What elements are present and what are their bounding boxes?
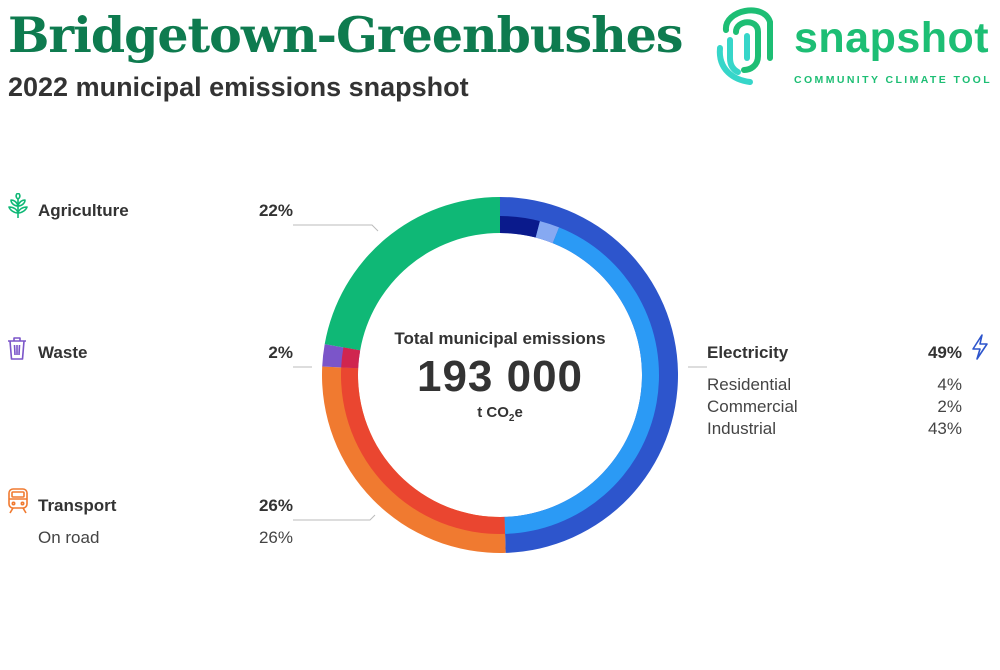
donut-sub-slice-on-road (341, 367, 506, 534)
donut-slice-electricity (500, 197, 679, 553)
donut-sub-slice-residential (500, 216, 540, 238)
lightning-icon (972, 334, 988, 360)
donut-sub-slice-industrial (504, 227, 659, 534)
sector-electricity-sub: Residential 4% Commercial 2% Industrial … (707, 374, 962, 440)
train-icon (8, 488, 28, 514)
trash-bin-icon (8, 337, 26, 360)
sector-electricity: Electricity 49% (707, 342, 962, 364)
sector-transport-label: Transport (38, 496, 117, 515)
subsector-on-road-label: On road (38, 528, 100, 547)
subsector-on-road-value: 26% (258, 528, 293, 547)
donut-sub-slice-waste-sub (341, 347, 361, 369)
subsector-commercial-value: 2% (937, 397, 962, 416)
donut-sub-slice-commercial (535, 221, 560, 244)
subsector-row: On road 26% (38, 527, 293, 549)
sector-waste: Waste 2% (38, 342, 293, 364)
total-emissions-label: Total municipal emissions (394, 329, 606, 348)
unit-subscript: 2 (508, 413, 515, 424)
subsector-industrial-label: Industrial (707, 419, 776, 438)
page-subtitle: 2022 municipal emissions snapshot (8, 72, 469, 102)
logo-wordmark: snapshot (794, 14, 990, 62)
unit-suffix: e (514, 404, 523, 421)
unit-prefix: t CO (477, 404, 509, 421)
sector-transport-sub: On road 26% (38, 527, 293, 549)
subsector-row: Industrial 43% (707, 418, 962, 440)
donut-slice-transport (321, 366, 506, 553)
sector-waste-label: Waste (38, 343, 88, 362)
sector-agriculture-value: 22% (258, 201, 293, 220)
subsector-residential-label: Residential (707, 375, 792, 394)
page-title: Bridgetown-Greenbushes (8, 6, 684, 64)
sector-electricity-value: 49% (927, 343, 962, 362)
sector-agriculture: Agriculture 22% (38, 200, 293, 222)
total-emissions-unit: t CO2e (380, 404, 620, 424)
subsector-row: Residential 4% (707, 374, 962, 396)
subsector-row: Commercial 2% (707, 396, 962, 418)
snapshot-logo: snapshot COMMUNITY CLIMATE TOOL (714, 0, 1000, 90)
donut-slice-agriculture (324, 197, 500, 351)
sector-agriculture-label: Agriculture (38, 201, 129, 220)
sector-electricity-label: Electricity (707, 343, 789, 362)
subsector-residential-value: 4% (937, 375, 962, 394)
subsector-commercial-label: Commercial (707, 397, 798, 416)
subsector-industrial-value: 43% (927, 419, 962, 438)
agriculture-leader-line (293, 224, 379, 232)
sector-waste-value: 2% (268, 343, 293, 362)
transport-leader-line (293, 514, 376, 521)
fingerprint-icon (716, 7, 773, 85)
sector-transport: Transport 26% (38, 495, 293, 517)
logo-tagline: COMMUNITY CLIMATE TOOL (794, 74, 993, 86)
wheat-icon (8, 193, 28, 218)
sector-transport-value: 26% (258, 496, 293, 515)
total-emissions-value: 193 000 (416, 352, 584, 401)
